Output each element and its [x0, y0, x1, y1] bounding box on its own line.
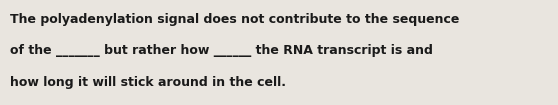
Text: The polyadenylation signal does not contribute to the sequence: The polyadenylation signal does not cont…	[10, 13, 459, 26]
Text: how long it will stick around in the cell.: how long it will stick around in the cel…	[10, 76, 286, 89]
Text: of the _______ but rather how ______ the RNA transcript is and: of the _______ but rather how ______ the…	[10, 44, 433, 57]
